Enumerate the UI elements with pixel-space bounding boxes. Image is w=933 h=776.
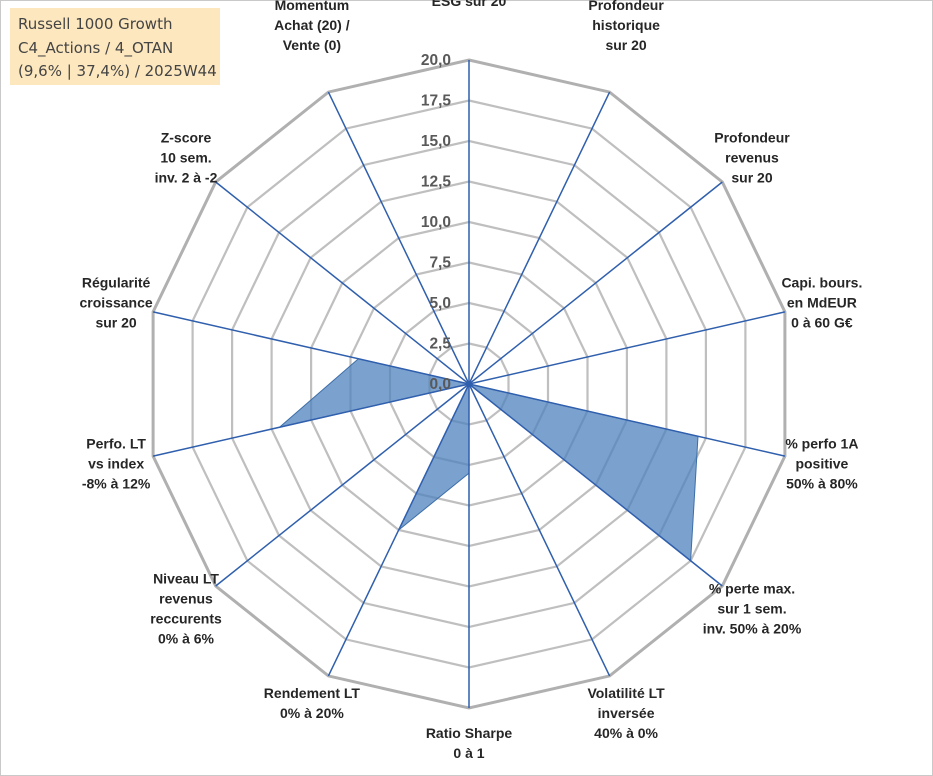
axis-label-2: Profondeur revenus sur 20 <box>714 129 790 185</box>
radial-tick-label: 0,0 <box>429 376 451 393</box>
axis-label-7: Ratio Sharpe 0 à 1 <box>426 725 513 761</box>
axis-label-13: Momentum Achat (20) / Vente (0) <box>274 0 350 53</box>
axis-label-6: Volatilité LT inversée 40% à 0% <box>587 685 665 741</box>
radial-tick-label: 5,0 <box>429 295 451 312</box>
info-portfolio: C4_Actions / 4_OTAN <box>18 38 174 57</box>
axis-spoke-10 <box>152 383 470 457</box>
axis-spoke-3 <box>468 311 786 385</box>
radial-tick-label: 20,0 <box>421 52 451 69</box>
axis-label-8: Rendement LT 0% à 20% <box>264 685 361 721</box>
axis-spoke-9 <box>215 383 470 587</box>
radial-tick-label: 17,5 <box>421 93 452 110</box>
radial-tick-label: 15,0 <box>421 133 451 150</box>
radial-tick-labels: 0,0 2,5 5,0 7,5 10,0 12,5 15,0 17,5 20,0 <box>421 52 452 393</box>
axis-label-11: Régularité croissance sur 20 <box>80 274 153 330</box>
axis-spoke-12 <box>215 181 470 385</box>
axis-label-12: Z-score 10 sem. inv. 2 à -2 <box>155 129 218 185</box>
axis-spoke-6 <box>468 383 611 677</box>
axis-label-10: Perfo. LT vs index -8% à 12% <box>82 436 151 492</box>
radial-tick-label: 2,5 <box>429 336 451 353</box>
info-stats: (9,6% | 37,4%) / 2025W44 <box>18 62 217 80</box>
axis-label-1: Profondeur historique sur 20 <box>588 0 664 53</box>
radial-tick-label: 10,0 <box>421 214 451 231</box>
axis-spoke-2 <box>468 181 723 385</box>
axis-spoke-8 <box>327 383 470 677</box>
info-title: Russell 1000 Growth <box>18 15 173 33</box>
radial-tick-label: 7,5 <box>429 255 451 272</box>
axis-label-0: NoteESG sur 20 <box>432 0 507 9</box>
axis-spoke-11 <box>152 311 470 385</box>
info-box: Russell 1000 Growth C4_Actions / 4_OTAN … <box>10 8 220 85</box>
axis-label-5: % perte max. sur 1 sem. inv. 50% à 20% <box>703 581 802 637</box>
axis-label-4: % perfo 1A positive 50% à 80% <box>785 436 858 492</box>
axis-spoke-13 <box>327 91 470 385</box>
axis-spoke-4 <box>468 383 786 457</box>
axis-spoke-1 <box>468 91 611 385</box>
axis-label-3: Capi. bours. en MdEUR 0 à 60 G€ <box>781 274 862 330</box>
radial-tick-label: 12,5 <box>421 174 452 191</box>
axis-label-9: Niveau LT revenus reccurents 0% à 6% <box>150 571 222 647</box>
axis-spoke-5 <box>468 383 723 587</box>
axis-spokes <box>152 60 786 708</box>
